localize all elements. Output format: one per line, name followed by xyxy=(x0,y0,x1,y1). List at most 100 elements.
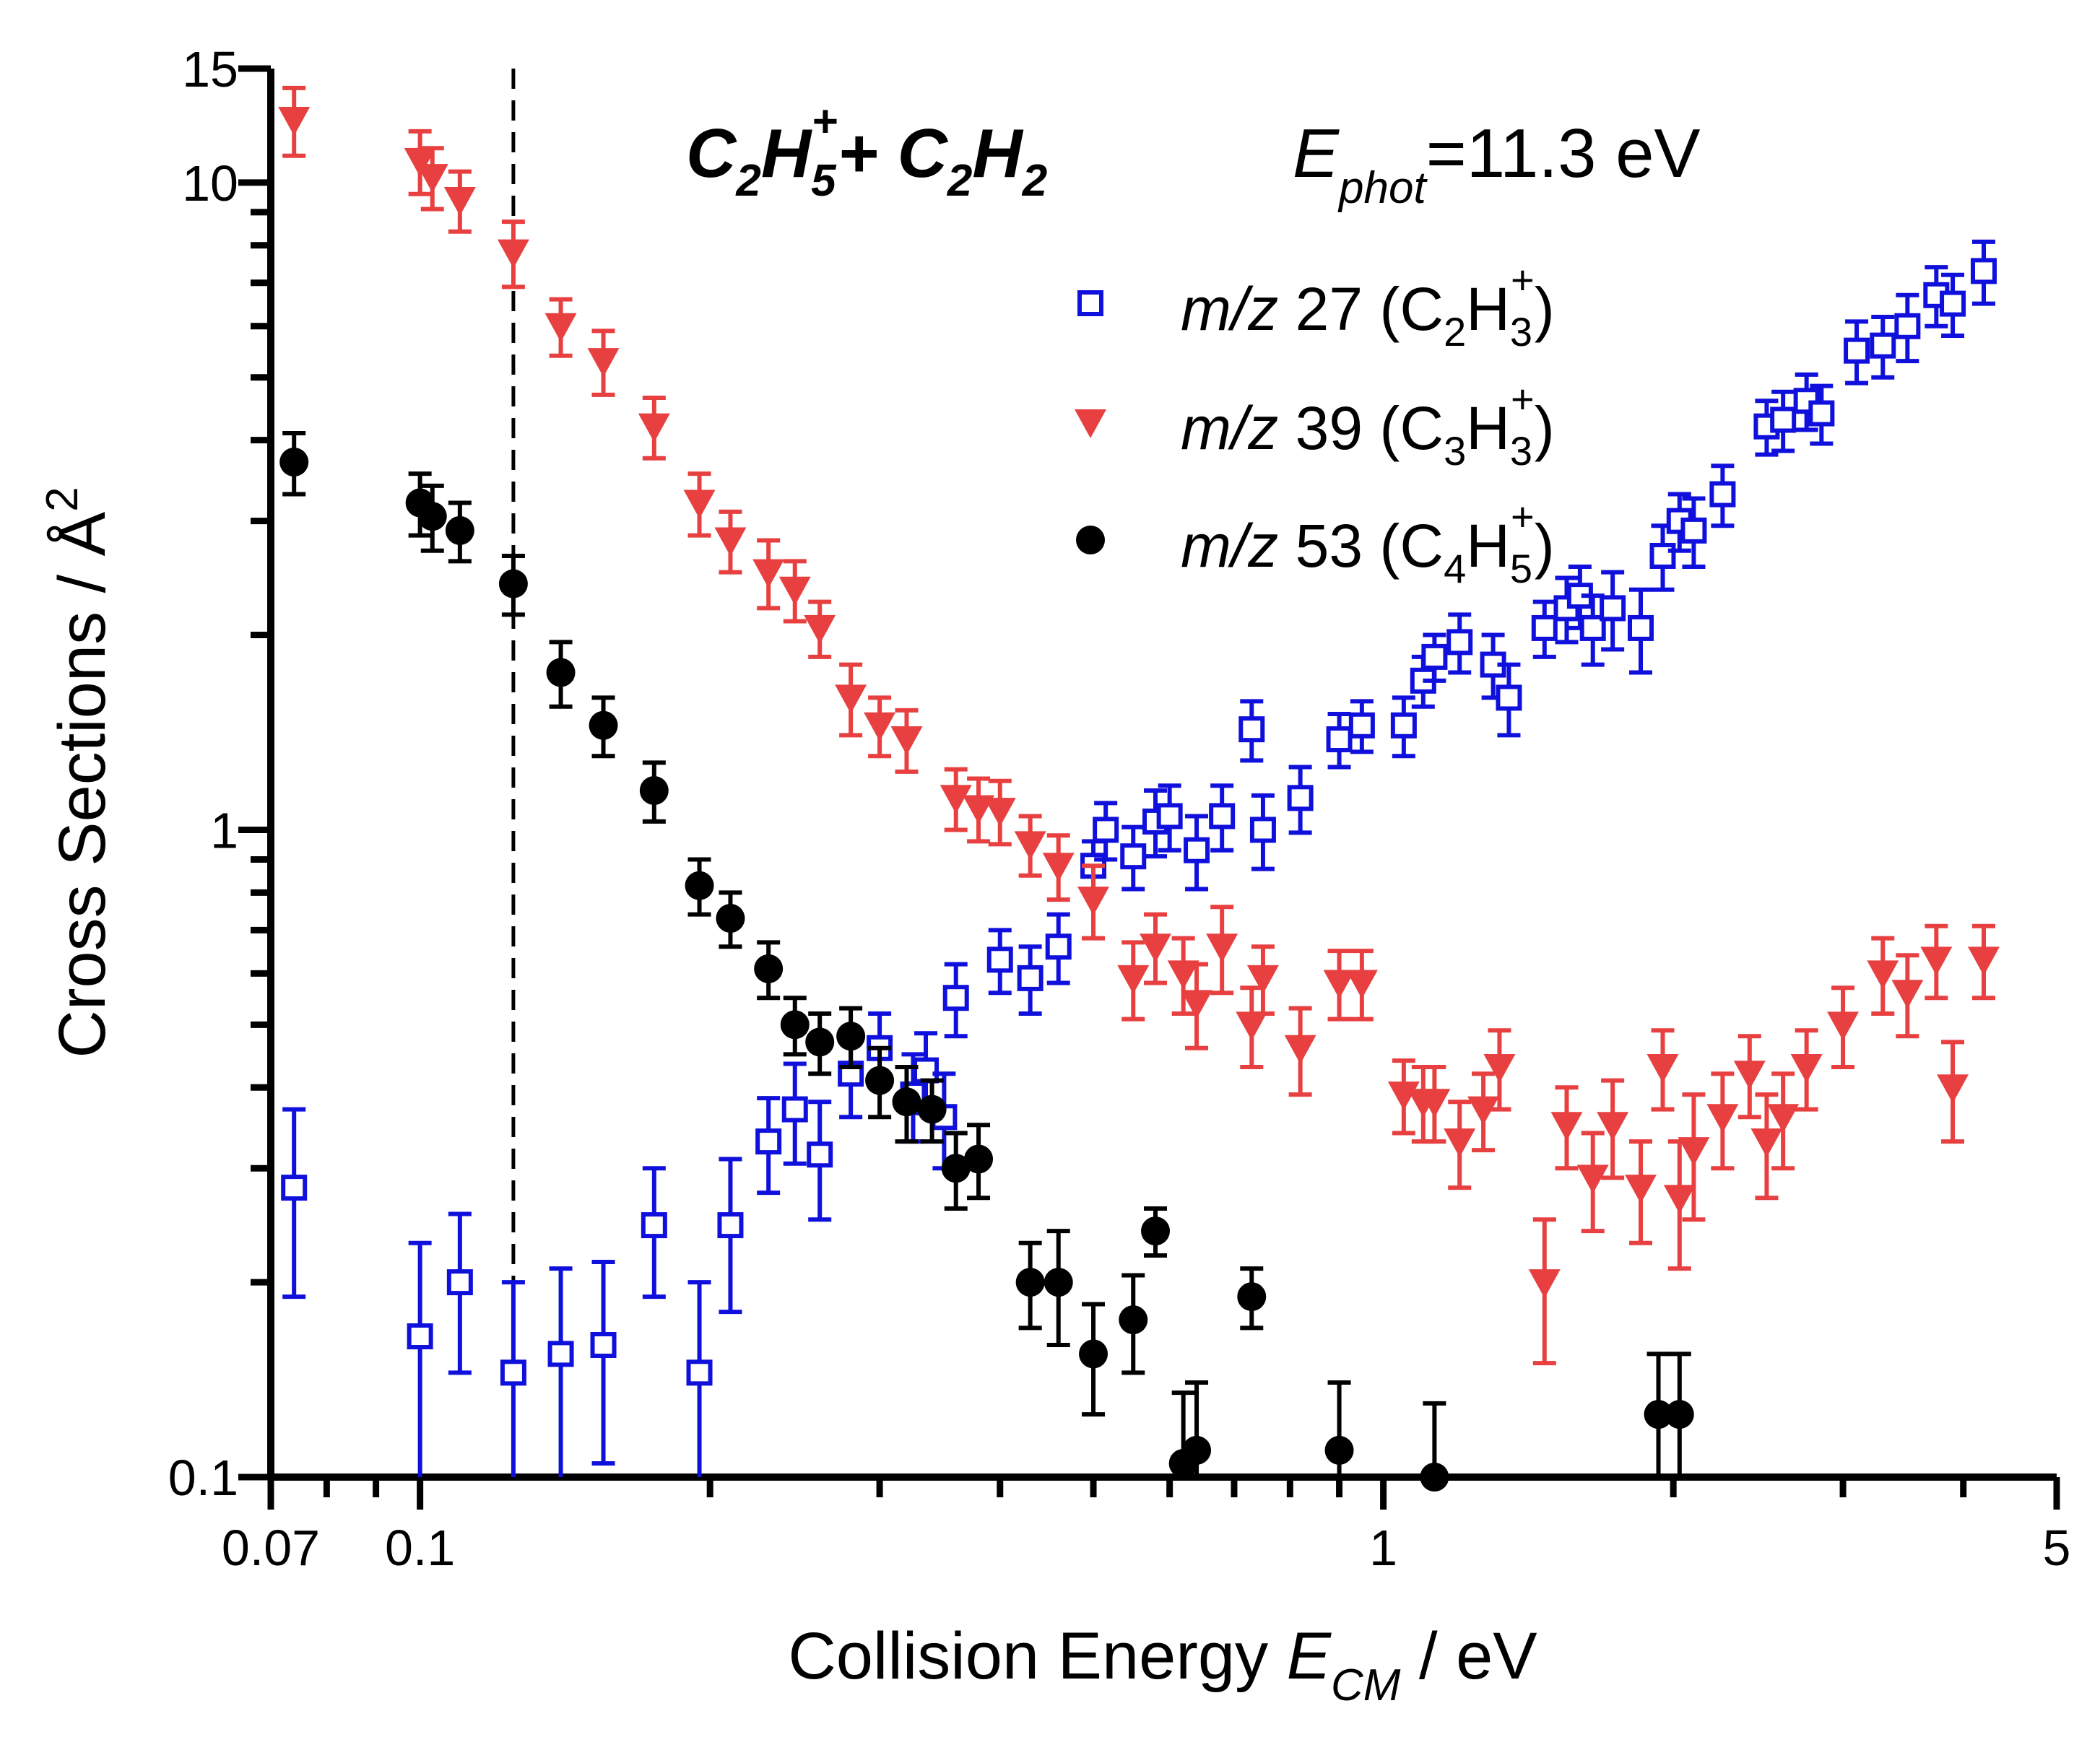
data-point xyxy=(443,186,476,216)
data-point xyxy=(1249,817,1276,843)
data-point xyxy=(1627,614,1654,641)
data-point xyxy=(1014,831,1046,861)
data-point xyxy=(1077,887,1110,916)
x-tick-label: 1 xyxy=(1369,1520,1397,1576)
data-point xyxy=(1644,1400,1673,1429)
y-tick-label: 1 xyxy=(210,802,238,858)
x-tick-label: 0.07 xyxy=(222,1520,320,1576)
data-point xyxy=(984,798,1016,827)
data-point xyxy=(685,871,714,900)
data-point xyxy=(1079,1339,1108,1369)
data-point xyxy=(963,795,995,824)
reaction-annotation: C2H5++ C2H2 xyxy=(686,97,1047,206)
x-axis-title: Collision Energy ECM / eV xyxy=(788,1619,1537,1710)
y-tick-label: 0.1 xyxy=(168,1450,238,1506)
data-point xyxy=(1709,481,1736,508)
data-point xyxy=(835,684,867,714)
data-point xyxy=(638,413,670,443)
legend-label-mz39: m/z 39 (C3H3+) xyxy=(1181,376,1555,474)
data-point xyxy=(1206,933,1238,963)
data-point xyxy=(639,776,669,806)
data-point xyxy=(404,147,436,177)
data-point xyxy=(1420,1463,1449,1492)
x-tick-label: 0.1 xyxy=(385,1520,455,1576)
data-point xyxy=(1042,853,1075,882)
data-point xyxy=(805,1027,835,1057)
data-point xyxy=(1287,785,1314,811)
legend-label-mz27: m/z 27 (C2H3+) xyxy=(1181,257,1555,354)
data-point xyxy=(1678,1137,1710,1167)
data-point xyxy=(752,559,785,588)
data-point xyxy=(546,658,576,687)
data-series xyxy=(278,85,2000,1492)
data-point xyxy=(1167,960,1199,990)
data-point xyxy=(1017,965,1044,991)
data-point xyxy=(1750,1128,1783,1158)
data-point xyxy=(892,1087,921,1117)
data-point xyxy=(1184,837,1210,863)
data-point xyxy=(807,1141,833,1168)
data-point xyxy=(942,985,969,1011)
data-point xyxy=(1348,712,1375,739)
data-point xyxy=(1483,1054,1516,1084)
data-point xyxy=(1940,290,1966,317)
data-point xyxy=(1140,933,1172,963)
data-point xyxy=(1117,965,1150,994)
series-1 xyxy=(278,85,2000,1366)
data-point xyxy=(1891,980,1924,1009)
data-point xyxy=(1418,1089,1451,1118)
data-point xyxy=(1421,643,1448,670)
data-point xyxy=(500,1359,526,1386)
data-point xyxy=(1044,1268,1073,1297)
data-point xyxy=(1209,803,1236,830)
data-point xyxy=(1528,1269,1561,1299)
data-point xyxy=(986,946,1013,973)
data-point xyxy=(865,1066,895,1095)
data-point xyxy=(1665,1400,1694,1429)
data-point xyxy=(1844,337,1870,364)
data-point xyxy=(641,1212,667,1239)
data-point xyxy=(416,164,448,193)
data-point xyxy=(1808,400,1835,427)
data-point xyxy=(1045,933,1072,960)
data-point xyxy=(1894,313,1921,339)
legend-marker-open-square xyxy=(1077,290,1103,316)
data-point xyxy=(1119,1305,1148,1335)
data-point xyxy=(544,313,577,342)
data-point xyxy=(1446,629,1473,656)
data-point xyxy=(589,710,618,740)
legend-label-mz53: m/z 53 (C4H5+) xyxy=(1181,494,1555,591)
data-point xyxy=(1827,1011,1860,1041)
data-point xyxy=(1680,517,1707,544)
data-point xyxy=(913,1057,940,1084)
data-point xyxy=(446,1269,473,1296)
data-point xyxy=(717,1212,744,1239)
data-point xyxy=(1531,614,1558,641)
x-tick-label: 5 xyxy=(2043,1520,2071,1576)
data-point xyxy=(683,489,716,519)
legend-symbol xyxy=(1075,409,1106,438)
data-point xyxy=(1246,965,1279,994)
legend-symbol xyxy=(1076,526,1105,554)
data-point xyxy=(1967,946,2000,976)
data-point xyxy=(1870,332,1896,359)
data-point xyxy=(498,569,528,598)
data-point xyxy=(445,515,474,545)
data-point xyxy=(1284,1035,1316,1064)
data-point xyxy=(1576,1164,1609,1194)
data-point xyxy=(547,1341,574,1367)
data-point xyxy=(1649,542,1676,569)
data-point xyxy=(1550,1112,1583,1141)
legend: m/z 27 (C2H3+) m/z 39 (C3H3+) m/z 53 (C4… xyxy=(1075,257,1555,591)
data-point xyxy=(1970,258,1997,284)
data-point xyxy=(964,1144,994,1174)
legend-symbol xyxy=(1077,290,1103,316)
data-point xyxy=(1387,1081,1420,1111)
data-point xyxy=(587,348,620,378)
data-point xyxy=(281,1175,308,1201)
data-point xyxy=(917,1094,947,1124)
series-0 xyxy=(281,239,1997,1477)
y-tick-labels: 0.1 1 10 15 xyxy=(168,41,238,1506)
axis-ticks xyxy=(238,65,2060,1510)
